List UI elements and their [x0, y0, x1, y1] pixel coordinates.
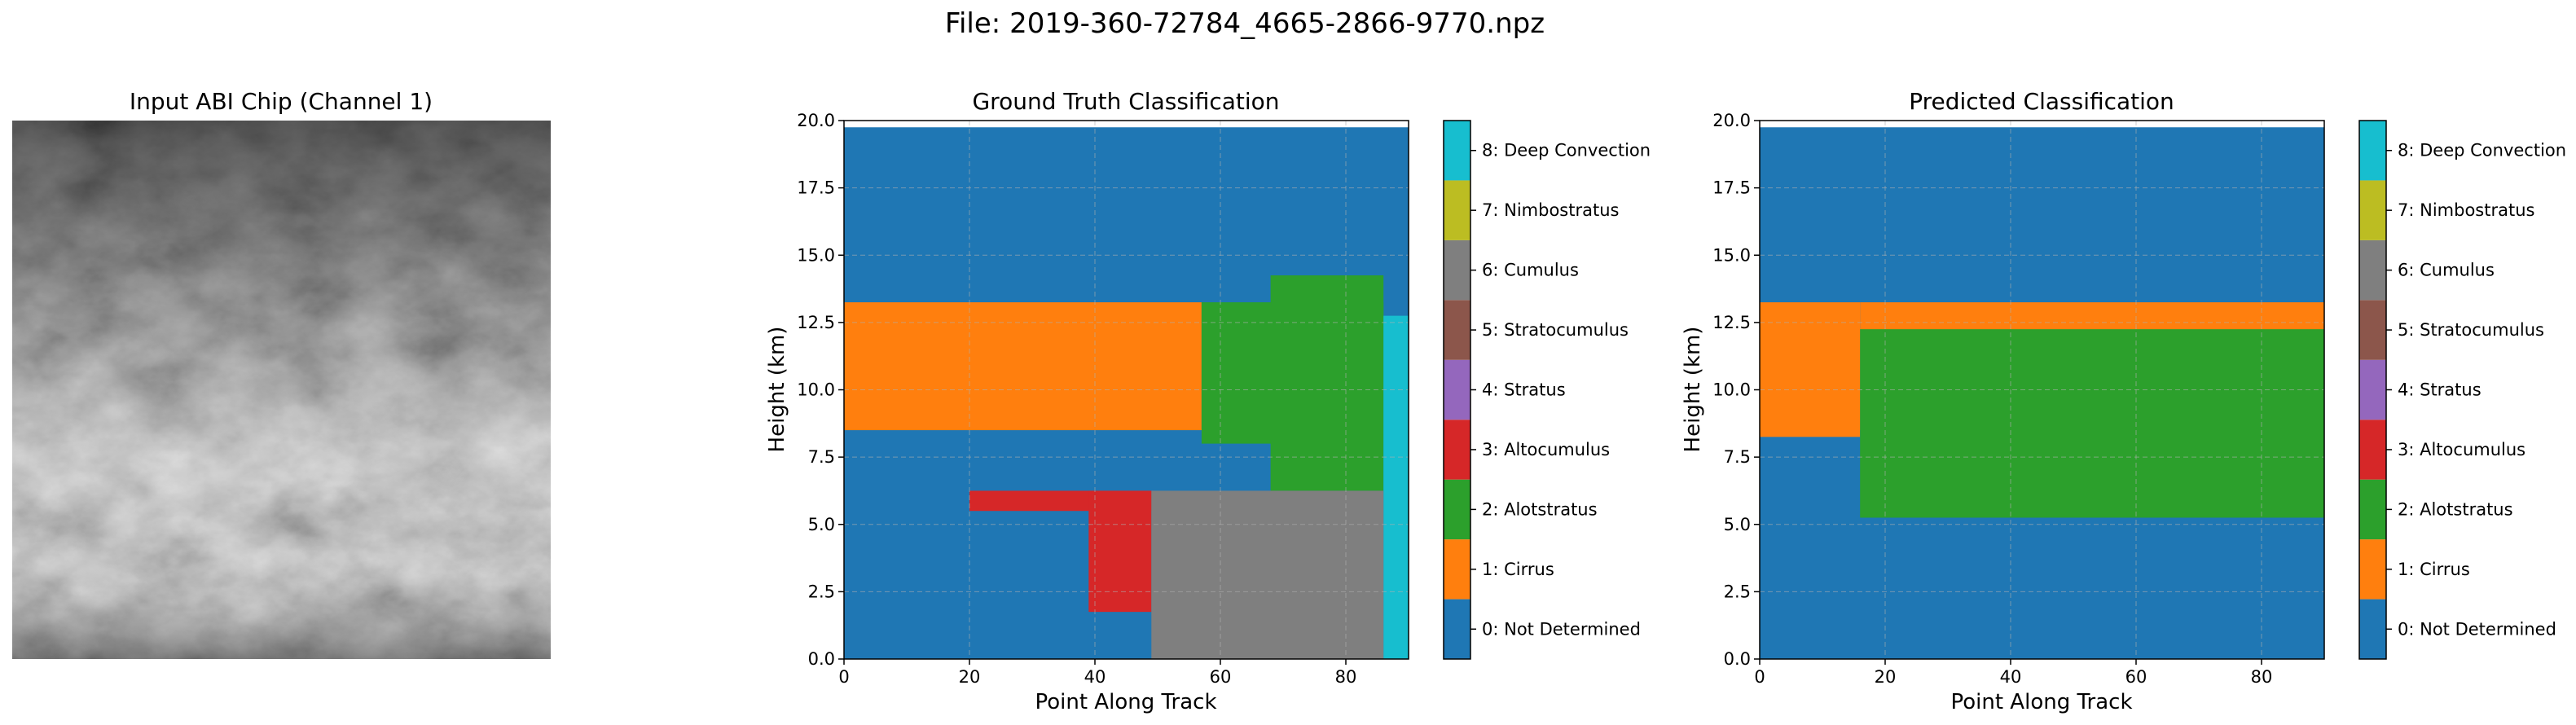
- colorbar-label-3: 3: Altocumulus: [2398, 440, 2525, 459]
- y-tick-label: 5.0: [1724, 515, 1751, 534]
- y-tick-label: 7.5: [808, 447, 835, 467]
- y-tick-label: 10.0: [1712, 380, 1751, 400]
- colorbar-label-8: 8: Deep Convection: [2398, 141, 2566, 160]
- colorbar-swatch-8: [1444, 121, 1470, 181]
- class-6-region: [1151, 490, 1384, 659]
- predicted-x-axis-label: Point Along Track: [1950, 690, 2132, 714]
- predicted-x-ticks: 0 20 40 60 80: [1754, 659, 2272, 687]
- y-tick-label: 20.0: [1712, 111, 1751, 130]
- colorbar-label-6: 6: Cumulus: [2398, 261, 2495, 280]
- colorbar-frame: [1443, 120, 1471, 660]
- x-tick-label: 20: [1875, 667, 1897, 687]
- input-abi-chip-image: [12, 121, 551, 659]
- colorbar-label-2: 2: Alotstratus: [1482, 499, 1598, 519]
- predicted-panel: Predicted Classification 0 20 40 60 80 0.0 2.…: [1681, 88, 2566, 714]
- colorbar-label-5: 5: Stratocumulus: [2398, 320, 2544, 340]
- ground-truth-y-axis-label: Height (km): [765, 327, 789, 453]
- ground-truth-y-ticks: 0.0 2.5 5.0 7.5 10.0 12.5 15.0 17.5 20.0: [797, 111, 844, 669]
- x-tick-label: 80: [2251, 667, 2273, 687]
- class-1-region: [844, 302, 1202, 431]
- class-1-region: [1760, 302, 1861, 437]
- colorbar-swatch-0: [2359, 599, 2386, 659]
- y-tick-label: 20.0: [797, 111, 835, 130]
- colorbar-swatch-7: [1444, 180, 1470, 240]
- predicted-heatmap: [1760, 121, 2324, 659]
- y-tick-label: 0.0: [808, 649, 835, 669]
- colorbar-swatch-2: [2359, 479, 2386, 540]
- predicted-y-axis-label: Height (km): [1681, 327, 1705, 453]
- figure-title: File: 2019-360-72784_4665-2866-9770.npz: [945, 7, 1545, 40]
- colorbar-swatch-5: [2359, 300, 2386, 360]
- colorbar-label-3: 3: Altocumulus: [1482, 440, 1610, 459]
- colorbar-swatch-4: [1444, 359, 1470, 420]
- ground-truth-heatmap: [844, 121, 1409, 659]
- colorbar-label-0: 0: Not Determined: [2398, 619, 2556, 639]
- ground-truth-panel: Ground Truth Classification 0 20 40 60 80 0.…: [765, 88, 1651, 714]
- y-tick-label: 5.0: [808, 515, 835, 534]
- y-tick-label: 12.5: [797, 313, 835, 332]
- x-tick-label: 60: [1210, 667, 1232, 687]
- y-tick-label: 17.5: [797, 178, 835, 198]
- y-tick-label: 0.0: [1724, 649, 1751, 669]
- class-8-region: [1383, 315, 1409, 659]
- input-image-panel: Input ABI Chip (Channel 1): [12, 88, 551, 659]
- colorbar-swatch-5: [1444, 300, 1470, 360]
- x-tick-label: 0: [1754, 667, 1765, 687]
- y-tick-label: 2.5: [808, 582, 835, 601]
- y-tick-label: 12.5: [1712, 313, 1751, 332]
- x-tick-label: 20: [959, 667, 981, 687]
- colorbar-label-7: 7: Nimbostratus: [2398, 200, 2534, 220]
- y-tick-label: 2.5: [1724, 582, 1751, 601]
- y-tick-label: 7.5: [1724, 447, 1751, 467]
- colorbar-label-4: 4: Stratus: [1482, 380, 1566, 400]
- colorbar-swatch-7: [2359, 180, 2386, 240]
- colorbar-label-1: 1: Cirrus: [1482, 560, 1554, 579]
- colorbar-label-8: 8: Deep Convection: [1482, 141, 1651, 160]
- colorbar-frame: [2358, 120, 2387, 660]
- colorbar-swatch-4: [2359, 359, 2386, 420]
- colorbar-label-6: 6: Cumulus: [1482, 261, 1579, 280]
- predicted-title: Predicted Classification: [1909, 88, 2174, 115]
- x-tick-label: 40: [2000, 667, 2022, 687]
- y-tick-label: 17.5: [1712, 178, 1751, 198]
- class-2-region: [1270, 275, 1384, 491]
- colorbar-swatch-1: [1444, 539, 1470, 600]
- colorbar-swatch-3: [2359, 420, 2386, 480]
- y-tick-label: 10.0: [797, 380, 835, 400]
- class-3-region: [1088, 490, 1152, 613]
- colorbar-swatch-2: [1444, 479, 1470, 540]
- predicted-colorbar: 0: Not Determined 1: Cirrus 2: Alotstratus…: [2358, 120, 2566, 660]
- colorbar-label-5: 5: Stratocumulus: [1482, 320, 1629, 340]
- colorbar-label-1: 1: Cirrus: [2398, 560, 2470, 579]
- colorbar-label-7: 7: Nimbostratus: [1482, 200, 1619, 220]
- ground-truth-x-ticks: 0 20 40 60 80: [838, 659, 1356, 687]
- colorbar-label-0: 0: Not Determined: [1482, 619, 1641, 639]
- colorbar-swatch-3: [1444, 420, 1470, 480]
- colorbar-swatch-1: [2359, 539, 2386, 600]
- ground-truth-title: Ground Truth Classification: [972, 88, 1279, 115]
- ground-truth-x-axis-label: Point Along Track: [1035, 690, 1216, 714]
- colorbar-label-2: 2: Alotstratus: [2398, 499, 2513, 519]
- colorbar-swatch-6: [1444, 239, 1470, 301]
- x-tick-label: 60: [2125, 667, 2147, 687]
- x-tick-label: 80: [1335, 667, 1357, 687]
- x-tick-label: 40: [1084, 667, 1106, 687]
- colorbar-swatch-8: [2359, 121, 2386, 181]
- y-tick-label: 15.0: [797, 245, 835, 265]
- colorbar-swatch-0: [1444, 599, 1470, 659]
- x-tick-label: 0: [838, 667, 849, 687]
- colorbar-swatch-6: [2359, 239, 2386, 301]
- ground-truth-colorbar: 0: Not Determined 1: Cirrus 2: Alotstratus…: [1443, 120, 1651, 660]
- y-tick-label: 15.0: [1712, 245, 1751, 265]
- input-image-title: Input ABI Chip (Channel 1): [130, 88, 433, 115]
- class-2-region: [1860, 329, 2324, 518]
- colorbar-label-4: 4: Stratus: [2398, 380, 2481, 400]
- predicted-y-ticks: 0.0 2.5 5.0 7.5 10.0 12.5 15.0 17.5 20.0: [1712, 111, 1760, 669]
